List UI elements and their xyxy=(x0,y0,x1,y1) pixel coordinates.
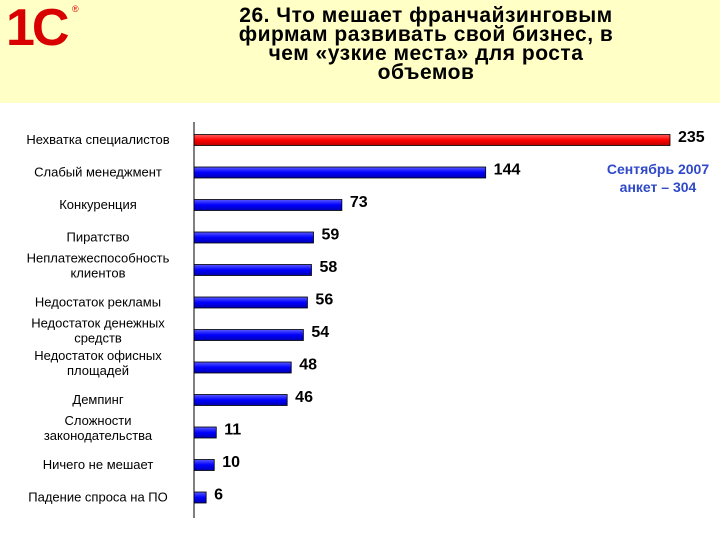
category-label: Конкуренция xyxy=(59,197,137,212)
title-line: фирмам развивать свой бизнес, в xyxy=(238,23,614,46)
category-label: Недостаток рекламы xyxy=(35,295,161,310)
value-labels: 235 144 73 59 58 56 54 48 46 11 10 6 xyxy=(214,129,705,504)
category-label: Слабый менеджмент xyxy=(34,165,162,180)
header-band: 1С ® 26. Что мешает франчайзинговым фирм… xyxy=(0,0,720,103)
bar-9 xyxy=(193,394,288,406)
category-label: Недостаток денежных средств xyxy=(31,316,165,346)
category-labels: Нехватка специалистов Слабый менеджмент Ко… xyxy=(26,132,169,505)
bar-6 xyxy=(193,296,308,309)
bar-10 xyxy=(193,426,217,439)
category-label: Падение спроса на ПО xyxy=(28,490,168,505)
category-label: Сложности законодательства xyxy=(44,413,153,443)
value-label: 48 xyxy=(299,357,317,374)
value-label: 58 xyxy=(319,259,337,276)
value-label: 10 xyxy=(222,454,240,471)
registered-mark: ® xyxy=(72,4,79,14)
bar-7 xyxy=(193,329,304,341)
bars-group xyxy=(193,134,671,504)
survey-count: анкет – 304 xyxy=(619,179,697,195)
value-label: 46 xyxy=(295,389,313,406)
value-label: 235 xyxy=(678,129,705,146)
value-label: 54 xyxy=(311,324,329,341)
brand-logo: 1С ® xyxy=(6,0,112,57)
slide-title: 26. Что мешает франчайзинговым фирмам ра… xyxy=(176,4,676,84)
category-label: Неплатежеспособность клиентов xyxy=(27,251,170,281)
value-label: 6 xyxy=(214,487,223,504)
title-line: чем «узкие места» для роста xyxy=(268,42,584,65)
survey-date: Сентябрь 2007 xyxy=(606,161,710,177)
value-label: 56 xyxy=(315,292,333,309)
value-label: 144 xyxy=(494,162,521,179)
bar-11 xyxy=(193,459,215,471)
category-label: Демпинг xyxy=(72,392,123,407)
survey-note: Сентябрь 2007 анкет – 304 xyxy=(596,160,720,196)
value-label: 11 xyxy=(224,422,241,439)
bar-3 xyxy=(193,199,343,211)
bar-2 xyxy=(193,166,487,179)
category-label: Ничего не мешает xyxy=(43,457,154,472)
bar-8 xyxy=(193,361,292,374)
category-label: Недостаток офисных площадей xyxy=(34,348,162,378)
bar-1 xyxy=(193,134,671,146)
bar-chart: Нехватка специалистов Слабый менеджмент Ко… xyxy=(26,122,705,518)
value-label: 59 xyxy=(322,227,340,244)
category-label: Нехватка специалистов xyxy=(26,132,169,147)
bar-12 xyxy=(193,491,207,504)
value-label: 73 xyxy=(350,194,368,211)
title-line: 26. Что мешает франчайзинговым xyxy=(239,4,613,27)
title-line: объемов xyxy=(377,61,475,84)
bar-4 xyxy=(193,231,314,244)
bar-5 xyxy=(193,264,312,276)
logo-text: 1С xyxy=(6,0,70,57)
category-label: Пиратство xyxy=(66,230,129,245)
